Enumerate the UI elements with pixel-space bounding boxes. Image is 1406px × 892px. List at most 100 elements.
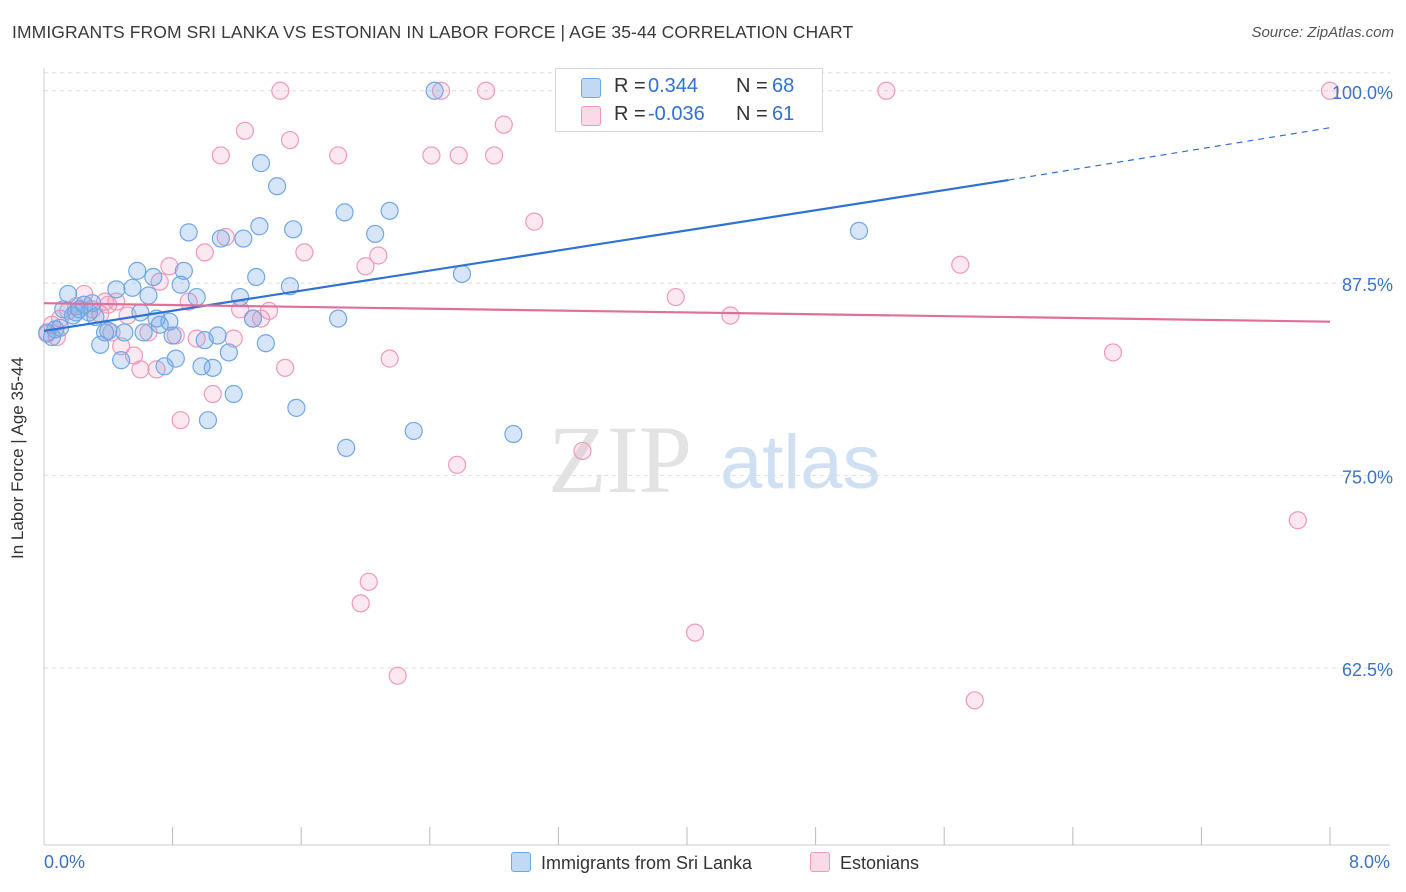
stats-r-value: -0.036: [648, 103, 705, 125]
stats-n-label: N =: [736, 103, 768, 125]
legend-swatch-blue: [511, 852, 531, 872]
point-sri-lanka: [144, 267, 163, 287]
point-estonians: [449, 146, 468, 165]
point-sri-lanka: [284, 220, 303, 239]
y-tick-label: 62.5%: [1342, 660, 1393, 680]
point-estonians: [877, 81, 896, 100]
point-estonians: [329, 146, 348, 165]
point-sri-lanka: [99, 321, 118, 341]
point-estonians: [160, 257, 179, 276]
point-sri-lanka: [366, 224, 385, 244]
point-estonians: [356, 257, 375, 276]
stats-n-label: N =: [736, 75, 768, 97]
stats-r-label: R =: [614, 103, 646, 125]
point-sri-lanka: [849, 221, 869, 240]
point-sri-lanka: [267, 177, 287, 196]
point-estonians: [359, 572, 378, 591]
point-sri-lanka: [179, 223, 198, 242]
point-estonians: [965, 691, 984, 710]
trend-line-extension: [1008, 127, 1331, 181]
point-sri-lanka: [243, 309, 263, 328]
point-estonians: [721, 306, 740, 325]
source-label: Source: ZipAtlas.com: [1251, 24, 1394, 41]
point-estonians: [666, 287, 685, 307]
point-sri-lanka: [256, 334, 275, 353]
point-sri-lanka: [231, 287, 250, 307]
point-sri-lanka: [251, 154, 271, 173]
point-estonians: [351, 594, 370, 613]
y-tick-label: 100.0%: [1332, 83, 1393, 103]
point-estonians: [171, 411, 190, 430]
point-estonians: [951, 255, 970, 274]
point-sri-lanka: [280, 277, 300, 296]
point-sri-lanka: [380, 201, 399, 220]
grid-lines: [44, 72, 1390, 669]
x-min-label: 0.0%: [44, 852, 86, 872]
point-sri-lanka: [198, 411, 218, 430]
point-estonians: [476, 81, 496, 100]
point-estonians: [431, 81, 451, 100]
trend-lines: [43, 127, 1331, 332]
data-points: [38, 81, 1340, 710]
point-estonians: [369, 246, 388, 265]
y-tick-labels: 62.5% 75.0% 87.5% 100.0%: [1332, 83, 1393, 680]
point-estonians: [388, 666, 407, 685]
point-sri-lanka: [171, 275, 190, 294]
point-sri-lanka: [59, 284, 78, 304]
point-estonians: [276, 358, 295, 377]
legend-swatch-pink: [810, 852, 830, 872]
point-sri-lanka: [112, 351, 131, 370]
trend-line-sri-lanka: [43, 178, 1009, 332]
point-estonians: [525, 212, 544, 231]
stats-r-value: 0.344: [648, 75, 699, 97]
point-sri-lanka: [187, 287, 206, 307]
stats-box: R = 0.344 N = 68 R = -0.036 N = 61: [555, 68, 823, 132]
point-estonians: [1320, 81, 1340, 100]
legend-label-blue: Immigrants from Sri Lanka: [541, 853, 753, 873]
stats-r-label: R =: [614, 75, 646, 97]
point-sri-lanka: [208, 326, 227, 345]
point-estonians: [107, 292, 126, 311]
point-estonians: [485, 146, 504, 165]
point-estonians: [448, 455, 467, 474]
y-tick-label: 75.0%: [1342, 468, 1393, 488]
point-sri-lanka: [163, 326, 182, 345]
point-sri-lanka: [131, 303, 150, 322]
point-sri-lanka: [174, 261, 193, 280]
point-sri-lanka: [160, 312, 179, 331]
point-sri-lanka: [139, 286, 158, 305]
point-sri-lanka: [234, 229, 253, 248]
legend-label-pink: Estonians: [840, 853, 920, 873]
point-estonians: [1103, 343, 1123, 362]
watermark-zip: ZIP: [548, 406, 692, 513]
y-axis-label: In Labor Force | Age 35-44: [8, 357, 27, 559]
point-estonians: [573, 441, 592, 461]
point-sri-lanka: [224, 384, 243, 404]
point-sri-lanka: [250, 217, 269, 236]
point-estonians: [422, 146, 441, 165]
stats-n-value: 68: [772, 75, 795, 97]
y-tick-label: 87.5%: [1342, 275, 1393, 295]
trend-line-estonians: [43, 302, 1331, 323]
point-sri-lanka: [115, 323, 134, 342]
legend-item-pink[interactable]: Estonians: [810, 852, 919, 874]
stats-swatch-blue: [581, 78, 601, 98]
legend-item-blue[interactable]: Immigrants from Sri Lanka: [511, 852, 752, 874]
stats-row-blue: R = 0.344 N = 68: [556, 73, 822, 101]
point-estonians: [195, 243, 214, 262]
point-estonians: [685, 623, 705, 642]
point-sri-lanka: [123, 278, 142, 297]
point-sri-lanka: [247, 267, 266, 287]
point-sri-lanka: [150, 315, 169, 334]
point-estonians: [211, 146, 230, 165]
point-sri-lanka: [219, 343, 238, 362]
point-estonians: [295, 243, 314, 262]
point-estonians: [380, 349, 399, 368]
point-estonians: [280, 130, 300, 150]
point-sri-lanka: [337, 438, 356, 457]
stats-row-pink: R = -0.036 N = 61: [556, 101, 822, 129]
point-estonians: [271, 81, 290, 100]
stats-swatch-pink: [581, 106, 601, 126]
point-sri-lanka: [404, 421, 423, 441]
